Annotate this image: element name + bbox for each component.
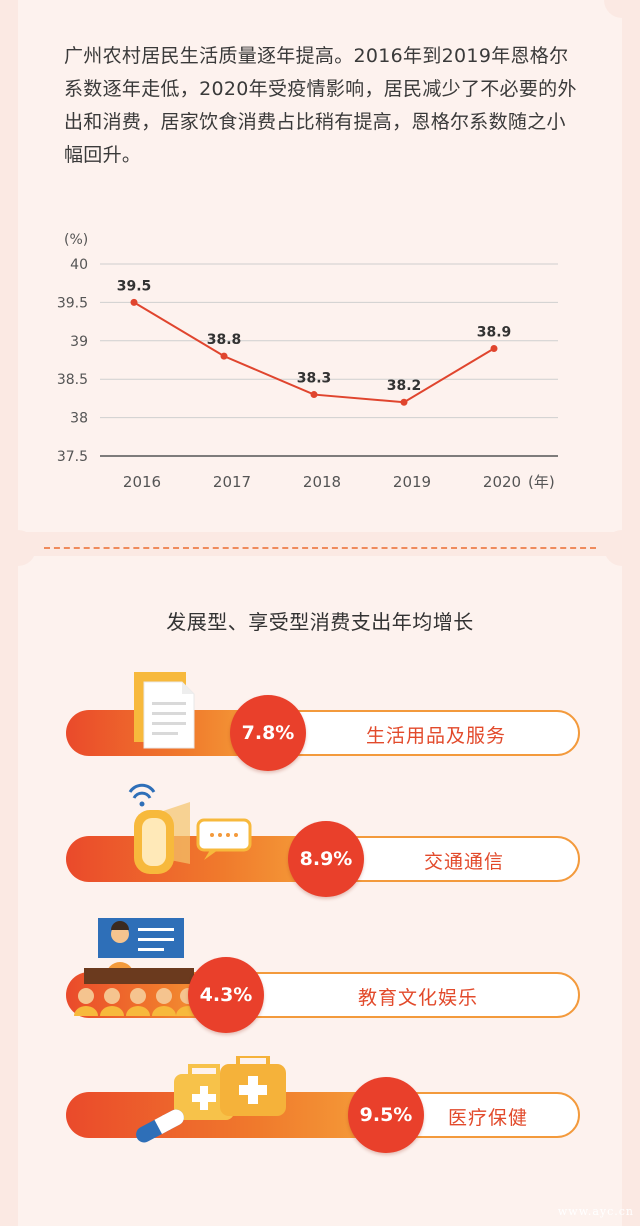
section-title: 发展型、享受型消费支出年均增长 — [166, 610, 474, 634]
data-point — [400, 398, 408, 406]
y-tick-label: 40 — [70, 257, 88, 273]
x-tick-label: 2016 — [123, 473, 161, 491]
y-tick-label: 38 — [70, 411, 88, 427]
medical-kit-icon — [136, 1056, 286, 1143]
growth-value-badge: 7.8% — [230, 695, 306, 771]
dashed-divider — [44, 547, 596, 549]
x-tick-label: 2020 — [483, 473, 521, 491]
data-point — [490, 344, 498, 352]
classroom-icon — [74, 918, 200, 1016]
ticket-notch-top-right — [604, 0, 640, 18]
x-axis-unit-label: (年) — [528, 473, 555, 491]
data-point — [130, 298, 138, 306]
consumption-row-healthcare: 9.5% 医疗保健 — [0, 1050, 640, 1160]
y-axis-unit-label: (%) — [64, 232, 88, 248]
growth-value-badge: 8.9% — [288, 821, 364, 897]
data-label: 38.3 — [297, 371, 332, 387]
consumption-row-daily-goods: 7.8% 生活用品及服务 — [0, 672, 640, 782]
top-card — [18, 0, 622, 532]
ticket-notch-right — [604, 530, 640, 566]
watermark: www.ayc.cn — [557, 1205, 634, 1218]
data-point — [220, 352, 228, 360]
x-tick-label: 2017 — [213, 473, 251, 491]
category-label: 交通通信 — [424, 851, 505, 873]
growth-value-badge: 4.3% — [188, 957, 264, 1033]
growth-value-badge: 9.5% — [348, 1077, 424, 1153]
consumption-row-education-culture: 4.3% 教育文化娱乐 — [0, 912, 640, 1033]
y-tick-label: 39.5 — [57, 295, 88, 311]
category-label: 生活用品及服务 — [366, 725, 507, 747]
ticket-notch-left — [0, 530, 36, 566]
y-tick-label: 39 — [70, 334, 88, 350]
bar-fill — [66, 836, 326, 882]
data-label: 38.2 — [387, 378, 422, 394]
consumption-row-transport-communication: 8.9% 交通通信 — [0, 780, 640, 897]
data-label: 39.5 — [117, 278, 152, 294]
phone-chat-icon — [128, 783, 252, 874]
y-tick-label: 37.5 — [57, 449, 88, 465]
category-label: 教育文化娱乐 — [358, 987, 479, 1009]
data-label: 38.9 — [477, 324, 512, 340]
x-tick-label: 2018 — [303, 473, 341, 491]
data-label: 38.8 — [207, 332, 242, 348]
document-icon — [134, 672, 195, 749]
category-label: 医疗保健 — [448, 1107, 529, 1129]
engel-coefficient-chart: (%) 40 39.5 39 38.5 38 37.5 39.5 38.8 38.3 38.2 3… — [57, 232, 558, 491]
y-tick-label: 38.5 — [57, 372, 88, 388]
data-point — [310, 391, 318, 399]
intro-paragraph: 广州农村居民生活质量逐年提高。2016年到2019年恩格尔系数逐年走低，2020… — [64, 45, 577, 166]
x-tick-label: 2019 — [393, 473, 431, 491]
series-line — [133, 301, 495, 404]
